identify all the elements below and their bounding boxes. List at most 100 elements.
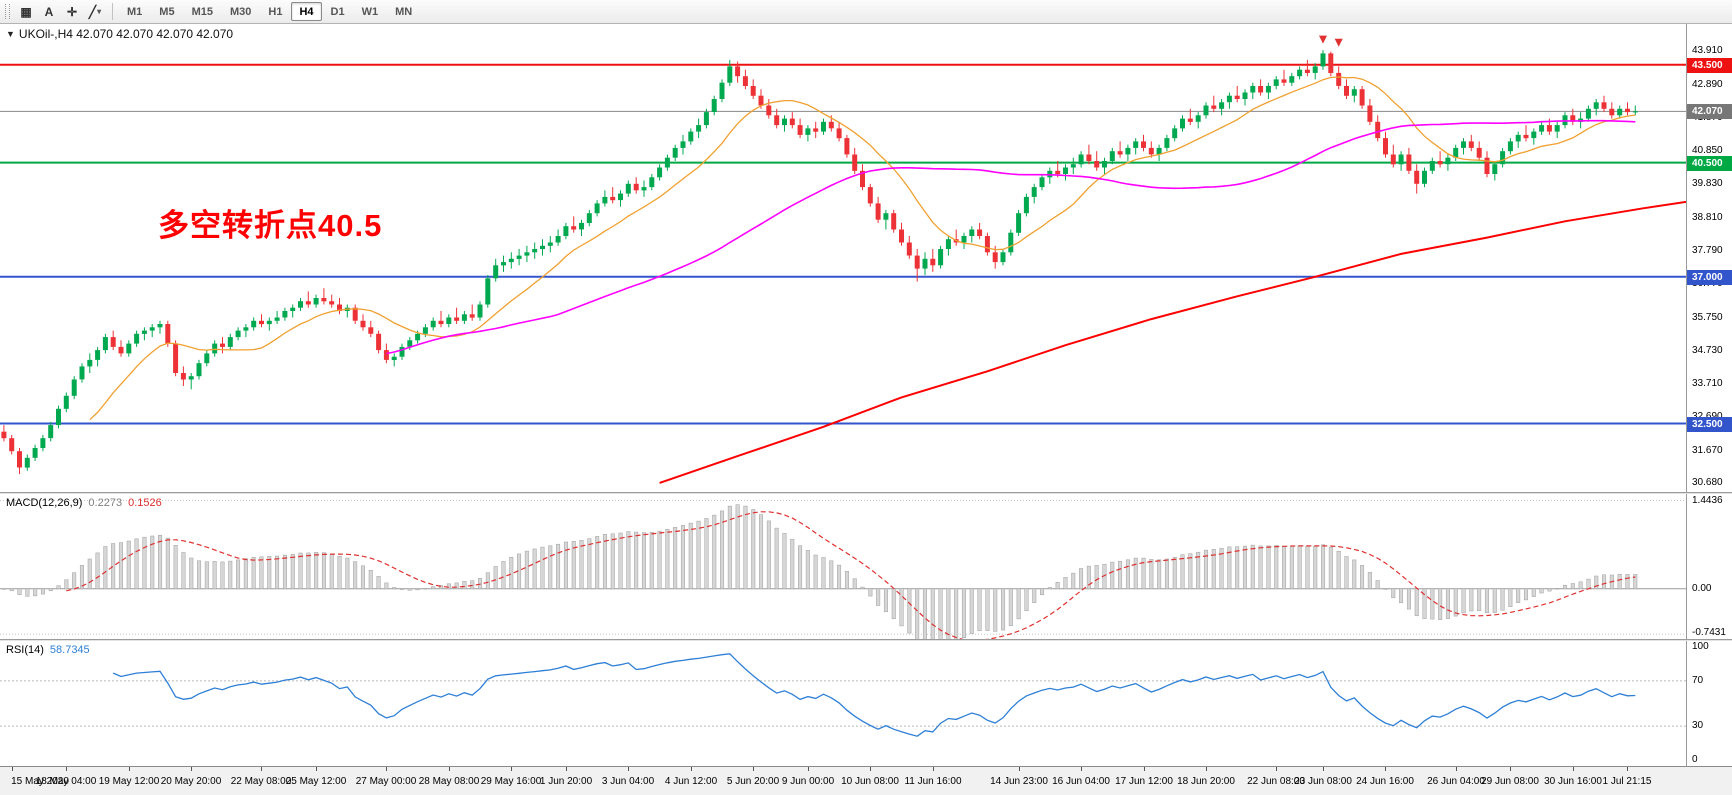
macd-canvas[interactable] [0,494,1686,639]
time-tick [1144,767,1145,771]
macd-axis-label: -0.7431 [1692,627,1726,638]
time-tick [511,767,512,771]
time-tick [66,767,67,771]
macd-axis-label: 0.00 [1692,583,1712,594]
time-label: 30 Jun 16:00 [1544,776,1602,787]
candles [1,50,1638,475]
time-label: 29 May 16:00 [480,776,542,787]
toolbar-tools: ▦ A ✛ ╱ ▾ [15,2,106,22]
main-chart-panel[interactable]: ▼ UKOil-,H4 42.070 42.070 42.070 42.070 … [0,24,1732,492]
time-tick [449,767,450,771]
time-tick [933,767,934,771]
price-badge: 37.000 [1687,270,1732,285]
symbol-ohlc-line: ▼ UKOil-,H4 42.070 42.070 42.070 42.070 [6,27,233,41]
main-chart-canvas[interactable] [0,24,1686,492]
macd-axis-label: 1.4436 [1692,495,1723,506]
price-badge: 43.500 [1687,58,1732,73]
time-label: 19 May 12:00 [98,776,160,787]
time-tick [386,767,387,771]
time-tick [691,767,692,771]
price-badge: 32.500 [1687,417,1732,432]
macd-panel[interactable]: MACD(12,26,9) 0.2273 0.1526 1.4436 0.00 -0… [0,494,1732,639]
toolbar-separator [112,3,113,20]
rsi-value: 58.7345 [49,644,90,656]
timeframe-H1[interactable]: H1 [268,5,283,18]
ma-slow-red [659,200,1686,484]
text-annotate-button[interactable]: A [44,4,54,19]
time-label: 3 Jun 04:00 [601,776,655,787]
timeframe-MN[interactable]: MN [395,5,413,18]
timeframe-M5[interactable]: M5 [159,5,175,18]
chart-menu-arrow-icon[interactable]: ▼ [6,29,15,39]
chevron-down-icon: ▾ [97,7,102,16]
time-label: 9 Jun 00:00 [781,776,835,787]
time-label: 4 Jun 12:00 [664,776,718,787]
price-axis-label: 42.890 [1692,79,1723,90]
price-axis[interactable]: 43.91042.89041.87040.85039.83038.81037.7… [1686,24,1732,492]
time-tick [1385,767,1386,771]
rsi-axis[interactable]: 100 70 30 0 [1686,641,1732,766]
price-badge: 42.070 [1687,104,1732,119]
timeframe-bar: M1 M5 M15 M30 H1 H4 D1 W1 MN [119,2,420,21]
time-label: 5 Jun 20:00 [726,776,780,787]
time-label: 22 May 08:00 [230,776,292,787]
rsi-label: RSI(14) 58.7345 [6,644,90,656]
price-axis-label: 30.680 [1692,477,1723,488]
price-axis-label: 31.670 [1692,445,1723,456]
rsi-axis-label: 70 [1692,675,1704,686]
toolbar-grip[interactable] [5,4,10,19]
time-label: 17 Jun 12:00 [1115,776,1173,787]
time-label: 23 Jun 08:00 [1294,776,1352,787]
chart-window-button[interactable]: ▦ [20,4,32,19]
time-tick [1573,767,1574,771]
time-tick [1627,767,1628,771]
time-label: 14 Jun 23:00 [990,776,1048,787]
price-axis-label: 43.910 [1692,45,1723,56]
macd-value-main: 0.2273 [88,497,123,509]
panel-divider[interactable] [0,639,1732,641]
time-label: 11 Jun 16:00 [904,776,962,787]
time-label: 28 May 08:00 [418,776,480,787]
time-tick [566,767,567,771]
time-tick [1510,767,1511,771]
rsi-canvas[interactable] [0,641,1686,766]
time-tick [808,767,809,771]
rsi-line [112,653,1636,737]
timeframe-D1[interactable]: D1 [330,5,345,18]
trade-arrow-icon [1334,38,1343,47]
macd-axis[interactable]: 1.4436 0.00 -0.7431 [1686,494,1732,639]
symbol-text: UKOil-,H4 42.070 42.070 42.070 42.070 [18,27,234,41]
rsi-name: RSI(14) [6,644,44,656]
timeframe-M1[interactable]: M1 [127,5,143,18]
rsi-panel[interactable]: RSI(14) 58.7345 100 70 30 0 [0,641,1732,766]
price-axis-label: 34.730 [1692,345,1723,356]
macd-label: MACD(12,26,9) 0.2273 0.1526 [6,497,162,509]
time-tick [316,767,317,771]
draw-trendline-button[interactable]: ╱ ▾ [88,4,102,19]
timeframe-M15[interactable]: M15 [191,5,213,18]
rsi-axis-label: 100 [1692,641,1709,652]
time-axis[interactable]: 15 May 2020 18 May 04:00 19 May 12:00 20 Ma… [0,766,1732,795]
price-badge: 40.500 [1687,156,1732,171]
price-axis-label: 38.810 [1692,212,1723,223]
time-label: 16 Jun 04:00 [1052,776,1110,787]
timeframe-W1[interactable]: W1 [361,5,379,18]
crosshair-button[interactable]: ✛ [66,4,78,19]
time-label: 29 Jun 08:00 [1481,776,1539,787]
price-axis-label: 32.690 [1692,411,1723,423]
time-label: 15 May 2020 [11,776,69,787]
time-label: 1 Jun 20:00 [539,776,593,787]
time-label: 18 May 04:00 [35,776,97,787]
time-tick [1081,767,1082,771]
time-tick [1323,767,1324,771]
panel-divider[interactable] [0,492,1732,494]
timeframe-H4[interactable]: H4 [291,2,322,21]
macd-histogram [1,504,1638,639]
toolbar: ▦ A ✛ ╱ ▾ M1 M5 M15 M30 H1 H4 D1 W1 MN [0,0,1732,24]
timeframe-M30[interactable]: M30 [229,5,252,18]
ma-mid-magenta [386,119,1636,355]
time-tick [191,767,192,771]
rsi-axis-label: 0 [1692,754,1698,765]
price-axis-label: 40.850 [1692,145,1723,156]
time-label: 22 Jun 08:00 [1247,776,1305,787]
